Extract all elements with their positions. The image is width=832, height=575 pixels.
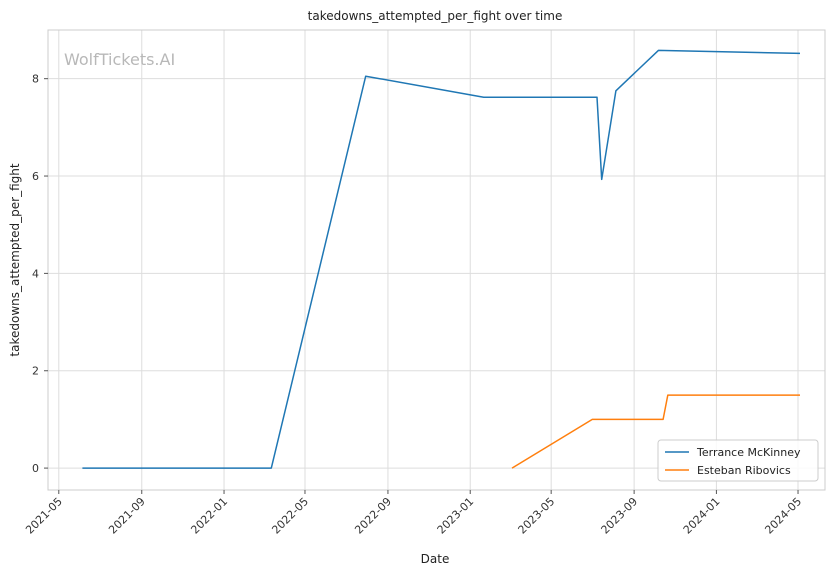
series-line-esteban-ribovics: [511, 394, 800, 469]
legend-label-esteban-ribovics: Esteban Ribovics: [697, 464, 791, 477]
legend: Terrance McKinney Esteban Ribovics: [657, 439, 819, 482]
grid-lines: [48, 30, 825, 490]
y-tick-label: 4: [32, 267, 39, 280]
x-tick-label: 2021-05: [23, 495, 65, 537]
watermark: WolfTickets.AI: [64, 50, 175, 69]
x-tick-label: 2022-05: [269, 495, 311, 537]
series-line-terrance-mckinney: [82, 49, 801, 469]
x-tick-label: 2023-01: [435, 495, 477, 537]
y-tick-label: 2: [32, 365, 39, 378]
y-tick-label: 0: [32, 462, 39, 475]
y-axis-ticks: 0 2 4 6 8: [32, 73, 48, 475]
x-tick-label: 2024-01: [681, 495, 723, 537]
x-tick-label: 2023-05: [516, 495, 558, 537]
legend-box: [657, 439, 819, 482]
series-lines: [82, 49, 801, 469]
chart-title: takedowns_attempted_per_fight over time: [308, 9, 563, 23]
x-tick-label: 2023-09: [599, 495, 641, 537]
plot-area-frame: [47, 29, 826, 491]
x-tick-label: 2021-09: [106, 495, 148, 537]
y-tick-label: 8: [32, 73, 39, 86]
x-tick-label: 2022-01: [188, 495, 230, 537]
x-axis-title: Date: [421, 552, 450, 566]
x-axis-ticks: 2021-05 2021-09 2022-01 2022-05 2022-09 2023-…: [23, 490, 804, 537]
x-tick-label: 2022-09: [352, 495, 394, 537]
y-axis-title: takedowns_attempted_per_fight: [8, 163, 22, 356]
y-tick-label: 6: [32, 170, 39, 183]
x-tick-label: 2024-05: [762, 495, 804, 537]
legend-label-terrance-mckinney: Terrance McKinney: [696, 446, 801, 459]
